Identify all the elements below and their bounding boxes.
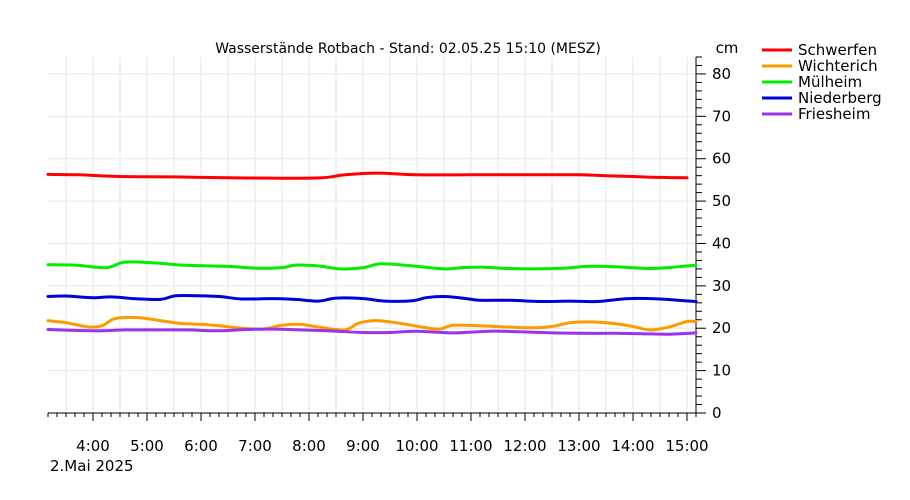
y-axis-unit-label: cm xyxy=(716,39,739,57)
series-line-mülheim xyxy=(46,260,698,271)
series-line-schwerfen xyxy=(46,171,689,180)
axes: 0 10 20 30 40 50 60 70 80 4:00 5:00 6:00 7:00 8:00 9:0… xyxy=(47,56,731,455)
legend-label: Mülheim xyxy=(798,73,862,91)
x-tick-label: 4:00 xyxy=(76,437,110,455)
legend-label: Wichterich xyxy=(798,57,878,75)
legend-label: Friesheim xyxy=(798,105,870,123)
x-tick-label: 10:00 xyxy=(395,437,438,455)
y-tick-label: 40 xyxy=(712,234,731,252)
series-lines xyxy=(46,171,698,336)
chart-title: Wasserstände Rotbach - Stand: 02.05.25 1… xyxy=(215,41,601,57)
x-tick-label: 13:00 xyxy=(557,437,600,455)
y-tick-label: 70 xyxy=(712,107,731,125)
series-line-niederberg xyxy=(46,294,698,304)
series-line-wichterich xyxy=(46,315,698,332)
x-tick-label: 8:00 xyxy=(292,437,326,455)
y-tick-label: 0 xyxy=(712,404,722,422)
y-tick-label: 20 xyxy=(712,319,731,337)
legend: SchwerfenWichterichMülheimNiederbergFrie… xyxy=(762,41,882,123)
x-tick-label: 12:00 xyxy=(503,437,546,455)
x-tick-label: 14:00 xyxy=(611,437,654,455)
y-tick-label: 10 xyxy=(712,362,731,380)
y-tick-label: 80 xyxy=(712,65,731,83)
x-tick-label: 9:00 xyxy=(346,437,380,455)
legend-label: Schwerfen xyxy=(798,41,877,59)
x-tick-label: 15:00 xyxy=(665,437,708,455)
x-tick-label: 5:00 xyxy=(130,437,164,455)
grid xyxy=(48,57,696,414)
x-tick-label: 7:00 xyxy=(238,437,272,455)
y-tick-label: 50 xyxy=(712,192,731,210)
y-tick-label: 30 xyxy=(712,277,731,295)
series-line-friesheim xyxy=(46,327,698,336)
x-tick-label: 11:00 xyxy=(449,437,492,455)
date-label: 2.Mai 2025 xyxy=(50,457,134,475)
legend-label: Niederberg xyxy=(798,89,882,107)
y-tick-label: 60 xyxy=(712,150,731,168)
x-tick-label: 6:00 xyxy=(184,437,218,455)
